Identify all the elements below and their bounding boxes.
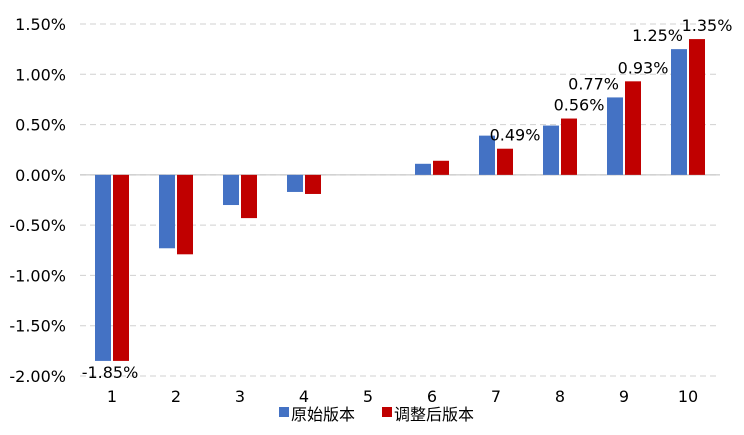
x-tick-label: 3 [235, 387, 245, 406]
data-label: 0.56% [554, 96, 605, 115]
y-tick-label: -1.50% [9, 317, 66, 336]
bar-original-6 [415, 163, 431, 175]
data-label: 0.77% [568, 74, 619, 93]
legend: 原始版本 调整后版本 [279, 405, 474, 424]
y-tick-label: -0.50% [9, 216, 66, 235]
x-tick-label: 9 [619, 387, 629, 406]
x-tick-label: 8 [555, 387, 565, 406]
x-tick-label: 7 [491, 387, 501, 406]
legend-label-adjusted: 调整后版本 [394, 405, 474, 424]
bar-original-7 [479, 135, 495, 175]
bar-adjusted-4 [305, 174, 321, 194]
bar-original-9 [607, 97, 623, 175]
bar-original-4 [287, 174, 303, 192]
bar-adjusted-3 [241, 174, 257, 219]
data-label: 1.25% [632, 26, 683, 45]
bar-adjusted-1 [113, 174, 129, 361]
y-tick-label: 1.50% [15, 15, 66, 34]
bar-adjusted-2 [177, 174, 193, 255]
bar-adjusted-6 [433, 160, 449, 175]
bar-original-1 [95, 174, 111, 361]
x-tick-label: 5 [363, 387, 373, 406]
x-tick-label: 6 [427, 387, 437, 406]
y-axis-tick-labels: 1.50% 1.00% 0.50% 0.00% -0.50% -1.00% -1.50% -2… [9, 15, 66, 386]
bar-adjusted-8 [561, 118, 577, 175]
y-tick-label: 1.00% [15, 65, 66, 84]
y-tick-label: 0.00% [15, 166, 66, 185]
y-tick-label: -2.00% [9, 367, 66, 386]
data-label: 0.93% [618, 58, 669, 77]
legend-label-original: 原始版本 [291, 405, 355, 424]
legend-swatch-adjusted [382, 407, 392, 417]
data-label: 0.49% [490, 126, 541, 145]
data-labels: -1.85% 0.49% 0.56% 0.77%0.93% 1.25%1.35% [82, 16, 733, 382]
y-tick-label: 0.50% [15, 116, 66, 135]
x-tick-label: 10 [678, 387, 698, 406]
bar-original-3 [223, 174, 239, 206]
y-tick-label: -1.00% [9, 266, 66, 285]
bars [95, 39, 705, 361]
data-label: 1.35% [682, 16, 733, 35]
bar-original-8 [543, 125, 559, 175]
bar-original-10 [671, 49, 687, 175]
bar-adjusted-10 [689, 39, 705, 175]
bar-original-2 [159, 174, 175, 249]
data-label: -1.85% [82, 363, 139, 382]
x-axis-tick-labels: 1 2 3 4 5 6 7 8 9 10 [107, 387, 698, 406]
legend-swatch-original [279, 407, 289, 417]
x-tick-label: 2 [171, 387, 181, 406]
x-tick-label: 4 [299, 387, 309, 406]
bar-adjusted-7 [497, 148, 513, 175]
x-tick-label: 1 [107, 387, 117, 406]
bar-adjusted-9 [625, 81, 641, 175]
